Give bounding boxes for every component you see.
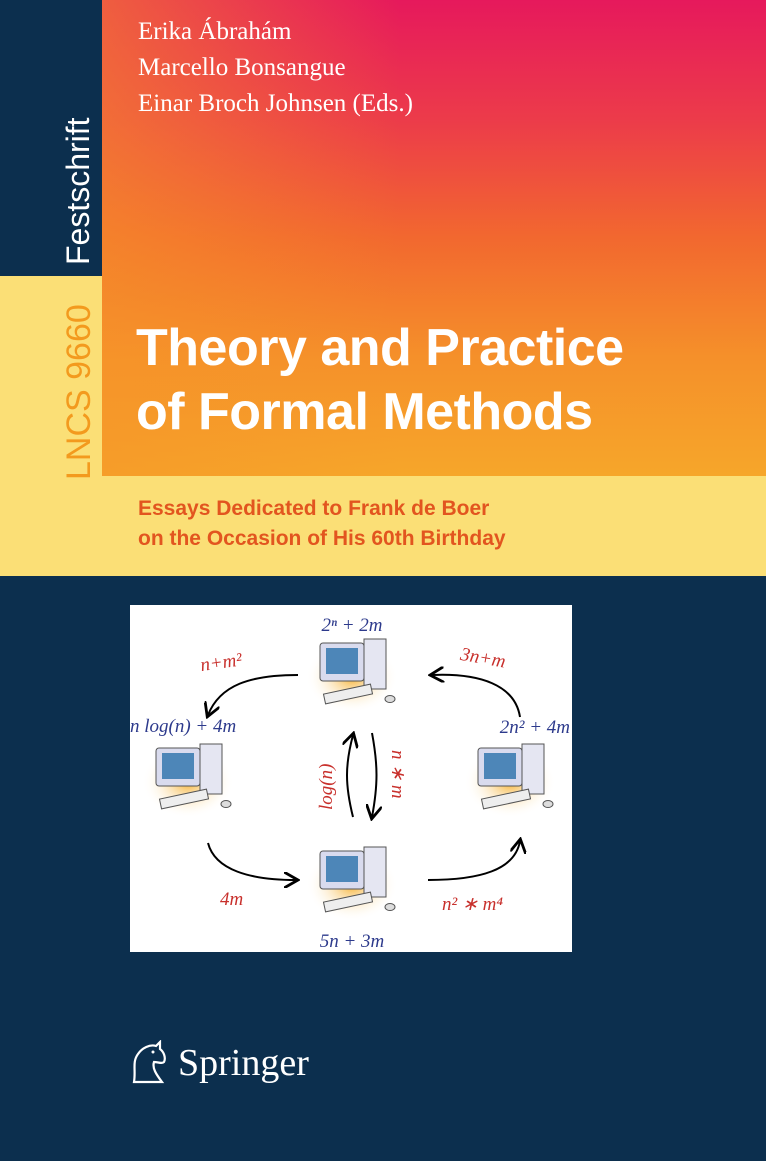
- editors: Erika Ábrahám Marcello Bonsangue Einar B…: [138, 14, 413, 122]
- subtitle-band: [102, 476, 766, 576]
- edge-arrow: [347, 735, 353, 818]
- edge-label: log(n): [316, 764, 337, 810]
- subtitle-line: Essays Dedicated to Frank de Boer: [138, 497, 490, 520]
- title-line: Theory and Practice: [136, 319, 624, 377]
- cover-gradient: [102, 0, 766, 476]
- publisher-name: Springer: [178, 1042, 309, 1084]
- edge-label: n+m²: [199, 649, 244, 676]
- editor: Marcello Bonsangue: [138, 54, 346, 81]
- book-title: Theory and Practice of Formal Methods: [136, 316, 624, 444]
- edge-label: n ∗ m: [387, 750, 408, 799]
- node-label: n log(n) + 4m: [130, 716, 236, 737]
- edge-label: 4m: [220, 889, 243, 910]
- edge-arrow: [432, 675, 521, 718]
- springer-knight-icon: [132, 1040, 166, 1084]
- book-subtitle: Essays Dedicated to Frank de Boer on the…: [138, 494, 506, 554]
- spine-strip: [0, 0, 102, 276]
- editor: Einar Broch Johnsen (Eds.): [138, 90, 413, 117]
- edge-arrow: [208, 674, 299, 715]
- series-label: Festschrift: [60, 117, 96, 265]
- computer-icon: [463, 743, 557, 819]
- node-label: 5n + 3m: [320, 931, 385, 952]
- publisher-logo: Springer: [126, 1040, 309, 1086]
- editor: Erika Ábrahám: [138, 18, 292, 45]
- cover-illustration: 2ⁿ + 2m n log(n) + 4m 2n² + 4m 5n + 3m n…: [130, 605, 572, 952]
- node-label: 2ⁿ + 2m: [321, 615, 382, 636]
- computer-icon: [141, 743, 235, 819]
- edge-arrow: [427, 841, 520, 881]
- node-label: 2n² + 4m: [500, 717, 570, 738]
- edge-arrow: [207, 842, 296, 880]
- computer-icon: [305, 638, 399, 714]
- edge-label: 3n+m: [458, 644, 507, 673]
- subtitle-line: on the Occasion of His 60th Birthday: [138, 527, 506, 550]
- volume-number: LNCS 9660: [60, 304, 98, 480]
- spine-yellow-strip: [0, 276, 102, 576]
- edge-label: n² ∗ m⁴: [442, 894, 503, 915]
- edge-arrow: [372, 732, 377, 817]
- computer-icon: [305, 846, 399, 922]
- title-line: of Formal Methods: [136, 383, 593, 441]
